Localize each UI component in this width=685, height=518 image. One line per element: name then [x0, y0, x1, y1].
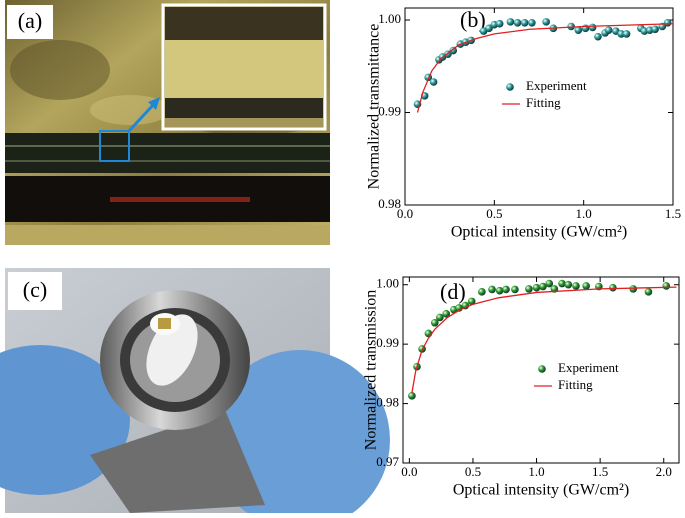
legend-marker	[538, 365, 546, 373]
data-point	[609, 283, 617, 292]
data-point	[581, 24, 590, 33]
x-axis-label: Optical intensity (GW/cm²)	[453, 482, 629, 499]
data-point	[558, 279, 566, 288]
x-tick-label: 0.0	[397, 206, 413, 221]
data-point	[430, 318, 439, 327]
y-tick-label: 0.99	[378, 103, 401, 118]
data-point	[528, 18, 536, 27]
fit-line	[411, 286, 677, 393]
y-axis-label: Normalized transmission	[363, 290, 380, 450]
data-point	[617, 30, 625, 38]
x-tick-label: 0.5	[465, 464, 481, 479]
data-point	[442, 310, 451, 318]
x-tick-label: 0.5	[486, 206, 502, 221]
x-tick-label: 1.0	[576, 206, 592, 221]
panel-label: (c)	[23, 277, 47, 302]
fit-line	[416, 23, 674, 113]
data-point	[532, 283, 541, 292]
data-point	[594, 32, 602, 41]
data-point	[408, 392, 416, 400]
data-point	[582, 282, 590, 290]
y-tick-label: 0.98	[376, 395, 399, 410]
data-point	[588, 23, 597, 32]
x-tick-label: 1.5	[592, 464, 608, 479]
data-point	[539, 282, 547, 291]
data-point	[662, 282, 671, 290]
x-tick-label: 2.0	[656, 464, 672, 479]
x-axis-label: Optical intensity (GW/cm²)	[451, 224, 627, 241]
plot-frame	[404, 7, 674, 206]
y-axis-label: Normalized transmittance	[366, 24, 383, 190]
data-point	[513, 18, 522, 27]
x-tick-label: 1.0	[528, 464, 544, 479]
data-point	[506, 18, 515, 26]
legend-label: Fitting	[558, 377, 593, 392]
data-point	[604, 26, 613, 34]
y-tick-label: 1.00	[378, 11, 401, 26]
legend-marker	[506, 83, 514, 91]
panel-label: (d)	[440, 279, 466, 304]
data-point	[488, 285, 496, 294]
y-tick-label: 0.99	[376, 335, 399, 350]
data-point	[502, 285, 510, 294]
data-point	[520, 18, 529, 27]
data-point	[564, 280, 573, 289]
y-tick-label: 1.00	[376, 276, 399, 291]
panel-label: (b)	[460, 7, 486, 32]
data-point	[495, 286, 504, 295]
legend-label: Experiment	[558, 360, 619, 375]
data-point	[467, 297, 476, 306]
data-point	[495, 19, 504, 28]
data-point	[545, 279, 554, 288]
data-point	[622, 30, 631, 38]
y-tick-label: 0.97	[376, 454, 399, 469]
data-point	[572, 282, 580, 290]
data-point	[511, 285, 519, 294]
data-point	[651, 25, 659, 34]
data-point	[525, 285, 533, 293]
x-tick-label: 0.0	[401, 464, 417, 479]
data-point	[429, 78, 438, 86]
panel-label: (a)	[18, 8, 42, 33]
x-tick-label: 1.5	[665, 206, 681, 221]
data-point	[644, 288, 653, 296]
data-point	[449, 46, 458, 55]
data-point	[485, 24, 493, 33]
data-point	[663, 18, 672, 27]
data-point	[629, 285, 638, 293]
photo-c: (c)	[0, 268, 390, 518]
data-point	[478, 288, 486, 296]
legend-label: Experiment	[526, 78, 587, 93]
data-point	[542, 18, 550, 26]
y-tick-label: 0.98	[378, 196, 401, 211]
data-point	[574, 26, 583, 34]
photo-a: (a)	[5, 0, 330, 245]
plot-frame	[402, 276, 680, 464]
legend-label: Fitting	[526, 95, 561, 110]
data-point	[436, 313, 444, 322]
